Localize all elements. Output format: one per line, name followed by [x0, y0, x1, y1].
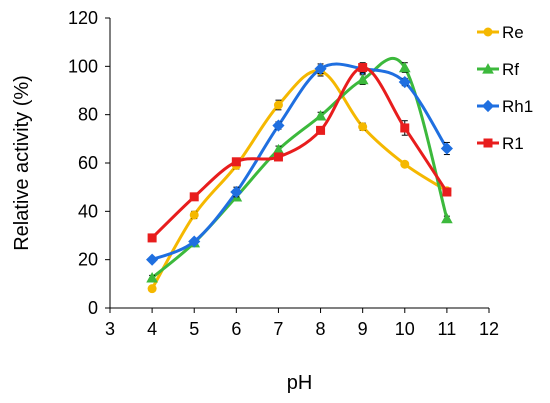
- y-tick-label: 40: [78, 201, 98, 221]
- legend-item-re: Re: [477, 23, 524, 42]
- legend-marker: [483, 138, 493, 148]
- data-point: [188, 235, 201, 248]
- legend-marker: [483, 27, 493, 37]
- data-point: [146, 253, 159, 266]
- legend: Re Rf Rh1 R1: [477, 23, 533, 153]
- data-point: [398, 61, 411, 73]
- y-tick-label: 60: [78, 153, 98, 173]
- x-axis-title: pH: [287, 372, 313, 394]
- series-layer: [146, 57, 453, 294]
- data-point: [147, 233, 157, 243]
- series-line: [150, 69, 448, 290]
- data-point: [230, 185, 243, 199]
- y-axis-title: Relative activity (%): [11, 75, 33, 251]
- data-point: [440, 142, 453, 155]
- y-ticks: 0 20 40 60 80 100 120: [68, 8, 110, 318]
- x-tick-label: 11: [438, 319, 457, 339]
- data-point: [356, 73, 369, 85]
- legend-label: Rh1: [502, 97, 533, 116]
- legend-marker: [481, 99, 495, 113]
- legend-label: Re: [502, 23, 524, 42]
- x-tick-label: 3: [105, 319, 115, 339]
- legend-item-rf: Rf: [477, 60, 519, 79]
- x-tick-label: 4: [147, 319, 157, 339]
- data-point: [272, 119, 285, 132]
- x-ticks: 3 4 5 6 7 8 9 10 11 12: [105, 308, 499, 339]
- data-point: [441, 212, 453, 224]
- y-tick-label: 120: [68, 8, 98, 28]
- legend-label: Rf: [502, 60, 519, 79]
- data-point: [314, 62, 327, 75]
- x-tick-label: 6: [231, 319, 241, 339]
- data-point: [314, 110, 327, 121]
- x-tick-label: 7: [273, 319, 283, 339]
- data-point: [358, 122, 368, 132]
- data-point: [400, 159, 410, 169]
- series-r1: [147, 62, 452, 243]
- y-tick-label: 0: [88, 298, 98, 318]
- y-tick-label: 100: [68, 56, 98, 76]
- data-point: [273, 152, 283, 162]
- data-point: [400, 123, 410, 133]
- series-re: [147, 65, 452, 294]
- y-tick-label: 80: [78, 105, 98, 125]
- data-point: [442, 187, 452, 197]
- legend-item-rh1: Rh1: [477, 97, 533, 116]
- x-tick-label: 12: [479, 319, 499, 339]
- data-point: [147, 284, 157, 294]
- data-point: [146, 271, 158, 283]
- series-rh1: [146, 62, 453, 266]
- data-point: [231, 157, 241, 167]
- x-tick-label: 9: [358, 319, 368, 339]
- data-point: [189, 210, 199, 220]
- x-tick-label: 5: [189, 319, 199, 339]
- legend-label: R1: [502, 134, 524, 153]
- data-point: [358, 63, 368, 73]
- data-point: [316, 125, 326, 135]
- legend-marker: [482, 63, 494, 74]
- data-point: [273, 100, 283, 110]
- data-point: [189, 192, 199, 202]
- data-point: [272, 143, 285, 155]
- data-point: [398, 75, 411, 89]
- legend-item-r1: R1: [477, 134, 524, 153]
- x-tick-label: 8: [316, 319, 326, 339]
- x-tick-label: 10: [395, 319, 415, 339]
- y-tick-label: 20: [78, 250, 98, 270]
